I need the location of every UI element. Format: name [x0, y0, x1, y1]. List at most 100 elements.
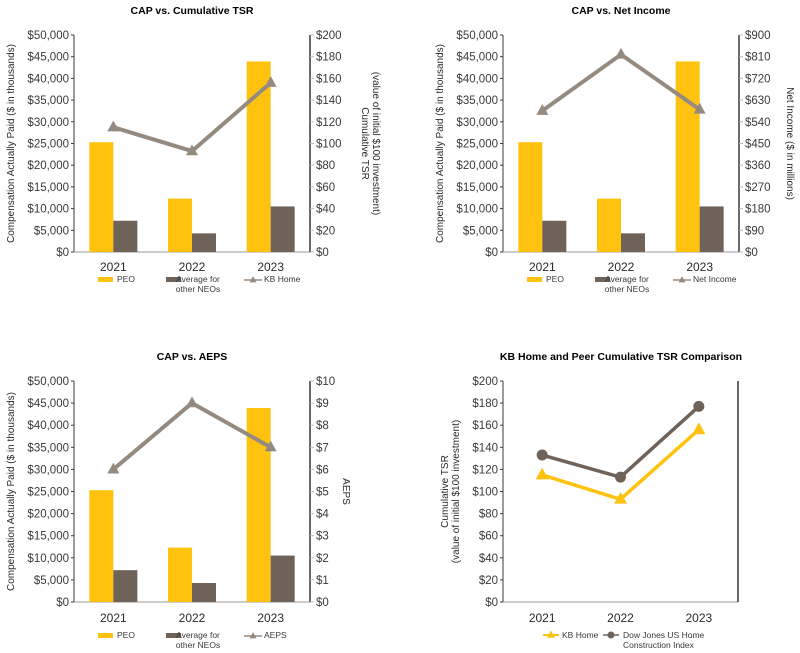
- legend-swatch-dj-circle: [607, 631, 615, 639]
- legend-label-neo: other NEOs: [176, 284, 220, 294]
- y2-tick-label: $810: [745, 52, 771, 64]
- legend-label-neo: other NEOs: [605, 284, 649, 294]
- chart-cap-vs-net-income-svg: CAP vs. Net Income $0 $5,000 $10,000 $15,000…: [435, 5, 795, 294]
- y-tick-label: $10,000: [27, 553, 69, 565]
- legend-swatch-kb-triangle: [547, 630, 555, 638]
- y-tick-label: $45,000: [456, 52, 498, 64]
- legend-swatch-triangle: [249, 276, 257, 283]
- y-tick-label: $5,000: [34, 225, 69, 237]
- legend-label-neo: Average for: [176, 274, 220, 284]
- y2-tick-label: $100: [316, 139, 342, 151]
- bar-peo-2021: [89, 142, 114, 252]
- chart-cap-vs-aeps: CAP vs. AEPS $0 $5,000 $10,000 $15,000 $20,00…: [0, 340, 400, 653]
- x-tick-label: 2023: [685, 611, 712, 625]
- y-tick-label: $30,000: [456, 117, 498, 129]
- line-dow-jones-us-home-construction-index: [541, 405, 701, 480]
- y-tick-label: $20,000: [27, 160, 69, 172]
- y-tick-label: $50,000: [456, 30, 498, 42]
- marker-triangle-2023: [693, 102, 706, 114]
- legend-swatch-neo: [166, 277, 181, 282]
- marker-triangle-2023: [264, 440, 277, 452]
- bar-neo-2021: [113, 570, 138, 602]
- y2-tick-label: $900: [745, 30, 771, 42]
- legend-swatch-triangle: [678, 276, 686, 283]
- y-tick-label: $100: [472, 487, 498, 499]
- legend-label-peo: PEO: [117, 630, 135, 640]
- bar-peo-2021: [518, 142, 543, 252]
- y-tick-label: $40: [479, 553, 498, 565]
- y-tick-label: $15,000: [456, 182, 498, 194]
- y2-tick-label: $4: [316, 509, 329, 521]
- bar-neo-2021: [542, 220, 567, 252]
- legend-swatch-peo: [527, 277, 542, 282]
- chart-tsr-comparison: KB Home and Peer Cumulative TSR Comparis…: [400, 340, 800, 653]
- y-tick-label: $0: [56, 247, 69, 259]
- chart-title: CAP vs. Cumulative TSR: [131, 5, 254, 17]
- y-axis-title: Compensation Actually Paid ($ in thousan…: [435, 44, 446, 243]
- y2-tick-label: $140: [316, 95, 342, 107]
- y-tick-label: $40,000: [27, 73, 69, 85]
- bar-neo-2022: [621, 233, 645, 252]
- bar-peo-2022: [597, 198, 621, 252]
- legend-swatch-peo: [98, 277, 113, 282]
- y-tick-label: $140: [472, 442, 498, 454]
- x-tick-label: 2022: [179, 260, 206, 274]
- bar-peo-2023: [246, 61, 271, 252]
- y2-tick-label: $7: [316, 442, 329, 454]
- y-tick-label: $45,000: [27, 398, 69, 410]
- y-tick-label: $0: [56, 597, 69, 609]
- y2-tick-label: $270: [745, 182, 771, 194]
- y-tick-label: $40,000: [456, 73, 498, 85]
- y2-tick-label: $0: [316, 247, 329, 259]
- y2-tick-label: $0: [316, 597, 329, 609]
- y2-tick-label: $120: [316, 117, 342, 129]
- y-tick-label: $35,000: [27, 95, 69, 107]
- legend-label-neo: other NEOs: [176, 640, 220, 650]
- legend-label-peo: PEO: [117, 274, 135, 284]
- y2-axis-title: (value of initial $100 investment): [370, 72, 381, 215]
- marker-triangle-2022: [186, 396, 198, 408]
- y2-tick-label: $80: [316, 160, 335, 172]
- legend-label-dj: Dow Jones US Home: [623, 630, 705, 640]
- x-tick-label: 2021: [529, 260, 556, 274]
- y2-tick-label: $60: [316, 182, 335, 194]
- y2-tick-label: $40: [316, 204, 335, 216]
- chart-cap-vs-tsr-svg: CAP vs. Cumulative TSR $0 $5,000 $10,000 $15…: [6, 5, 381, 294]
- y-tick-label: $80: [479, 509, 498, 521]
- y-tick-label: $35,000: [456, 95, 498, 107]
- y-tick-label: $25,000: [456, 139, 498, 151]
- y-tick-label: $20,000: [27, 509, 69, 521]
- bar-neo-2022: [192, 233, 216, 252]
- bar-neo-2023: [270, 555, 295, 602]
- y-tick-label: $200: [472, 376, 498, 388]
- x-tick-label: 2023: [257, 260, 284, 274]
- bar-peo-2022: [168, 198, 192, 252]
- marker-triangle-2021: [107, 120, 120, 132]
- y2-tick-label: $3: [316, 531, 329, 543]
- marker-circle-2022: [615, 471, 626, 483]
- y-tick-label: $30,000: [27, 117, 69, 129]
- y-tick-label: $15,000: [27, 531, 69, 543]
- y-tick-label: $25,000: [27, 487, 69, 499]
- y-axis-title: Compensation Actually Paid ($ in thousan…: [6, 44, 17, 243]
- legend-label-dj: Construction Index: [623, 640, 695, 650]
- legend-label-peo: PEO: [546, 274, 564, 284]
- marker-triangle-2022: [615, 47, 627, 59]
- y2-tick-label: $160: [316, 73, 342, 85]
- y2-tick-label: $200: [316, 30, 342, 42]
- y2-tick-label: $540: [745, 117, 771, 129]
- marker-triangle-2023: [692, 422, 706, 435]
- y-tick-label: $10,000: [27, 204, 69, 216]
- y-tick-label: $5,000: [34, 575, 69, 587]
- marker-triangle-2023: [264, 76, 277, 87]
- bar-peo-2022: [168, 547, 192, 602]
- y2-tick-label: $630: [745, 95, 771, 107]
- x-tick-label: 2023: [686, 260, 713, 274]
- y2-axis-title: AEPS: [340, 478, 351, 505]
- bar-neo-2023: [699, 206, 724, 252]
- chart-title: CAP vs. AEPS: [157, 351, 228, 363]
- y2-tick-label: $180: [745, 204, 771, 216]
- chart-cap-vs-tsr: CAP vs. Cumulative TSR $0 $5,000 $10,000 $15…: [0, 0, 400, 300]
- chart-tsr-comparison-svg: KB Home and Peer Cumulative TSR Comparis…: [440, 351, 742, 650]
- y2-tick-label: $720: [745, 73, 771, 85]
